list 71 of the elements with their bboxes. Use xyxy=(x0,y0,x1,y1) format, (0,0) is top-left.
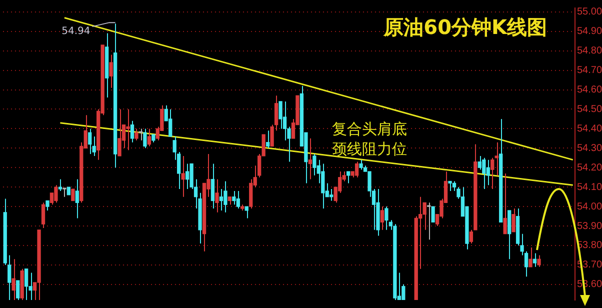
candlestick xyxy=(24,268,28,300)
y-tick-label: 54.00 xyxy=(577,201,602,212)
candlestick xyxy=(224,180,228,213)
candlestick xyxy=(219,188,224,211)
candlestick xyxy=(482,157,486,190)
y-tick-label: 54.20 xyxy=(577,162,602,174)
candlestick xyxy=(354,161,359,178)
candlestick xyxy=(109,54,113,88)
y-tick-label: 54.10 xyxy=(577,182,602,193)
candlestick xyxy=(54,184,58,204)
candlestick xyxy=(181,155,185,198)
y-tick-label: 54.40 xyxy=(577,123,602,134)
candlestick xyxy=(143,128,147,149)
candlestick xyxy=(346,171,350,184)
candlestick xyxy=(41,202,46,228)
candlestick xyxy=(130,120,134,143)
candlestick xyxy=(232,190,236,206)
candlestick xyxy=(12,258,16,300)
y-tick-label: 54.30 xyxy=(577,142,602,154)
candlestick xyxy=(16,280,20,300)
candlestick xyxy=(537,254,541,268)
candlestick xyxy=(88,128,92,154)
candlestick xyxy=(503,172,507,234)
candlestick xyxy=(62,188,66,198)
candlestick xyxy=(321,163,325,210)
y-tick-label: 54.70 xyxy=(577,65,602,76)
candlestick xyxy=(478,155,482,170)
candlestick xyxy=(380,206,384,230)
candlestick xyxy=(384,206,388,230)
candlestick xyxy=(359,159,363,170)
y-tick-label: 54.60 xyxy=(577,84,602,96)
candlestick xyxy=(236,190,240,210)
candlestick xyxy=(528,246,532,268)
y-tick-label: 54.50 xyxy=(577,104,602,115)
y-tick-label: 54.90 xyxy=(577,26,602,38)
candlestick xyxy=(270,124,274,147)
candlestick xyxy=(282,100,287,141)
candlestick xyxy=(134,128,138,141)
candlestick xyxy=(422,202,426,230)
candlestick xyxy=(185,163,190,190)
chart-title: 原油60分钟K线图 xyxy=(382,15,547,40)
candlestick xyxy=(532,252,537,268)
candlestick xyxy=(244,206,248,219)
candlestick xyxy=(46,200,50,211)
candlestick xyxy=(71,188,75,202)
candlestick xyxy=(28,272,32,300)
candlestick xyxy=(118,108,122,156)
candlestick xyxy=(494,142,498,176)
candlestick xyxy=(274,95,278,132)
candlestick xyxy=(147,128,152,147)
candlestick xyxy=(126,108,130,151)
annotation: 54.94 xyxy=(62,26,90,38)
candlestick xyxy=(486,159,490,186)
y-tick-label: 55.00 xyxy=(577,6,602,18)
candlestick xyxy=(448,180,452,192)
candlestick xyxy=(210,163,215,210)
candlestick xyxy=(58,178,62,192)
y-tick-label: 54.80 xyxy=(577,46,602,57)
candlestick xyxy=(168,108,172,137)
candlestick xyxy=(490,157,494,190)
candlestick xyxy=(312,154,316,176)
candlestick xyxy=(330,188,334,202)
y-tick-label: 53.90 xyxy=(577,220,602,232)
candlestick xyxy=(426,202,431,240)
candlestick xyxy=(266,130,270,149)
candlestick xyxy=(278,100,282,130)
annotation: 复合头肩底颈线阻力位 xyxy=(332,120,407,158)
candlestick xyxy=(75,178,79,219)
candlestick xyxy=(308,138,312,180)
candlestick xyxy=(512,208,516,232)
candlestick xyxy=(215,178,219,213)
